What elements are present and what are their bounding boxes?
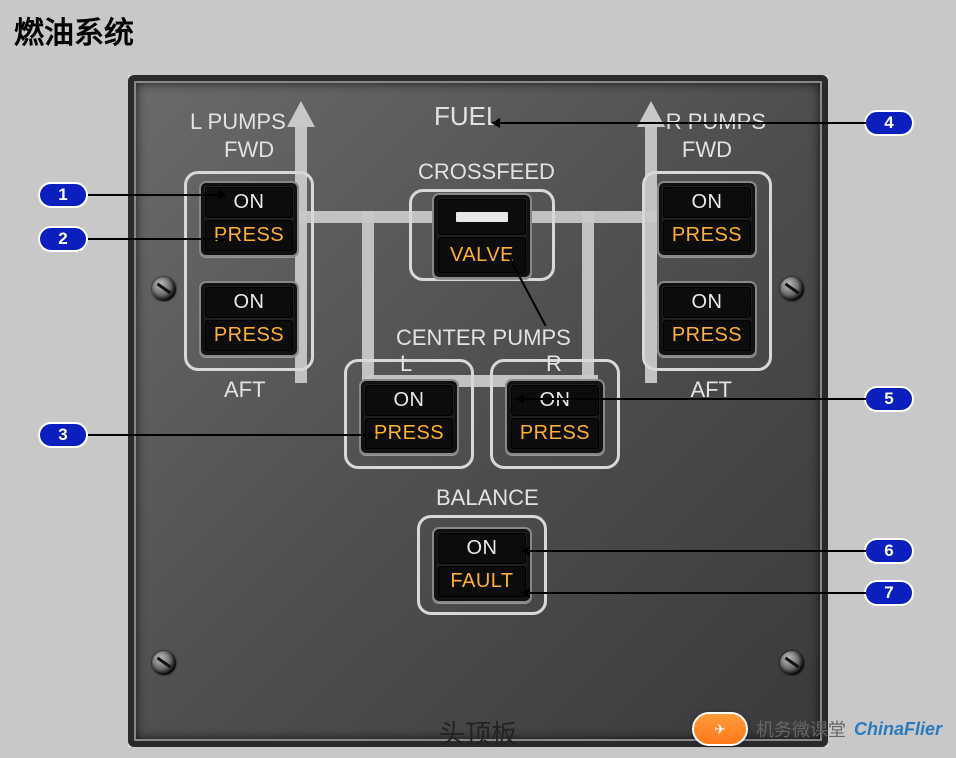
page-title: 燃油系统 <box>14 8 134 52</box>
bar-icon <box>456 212 508 222</box>
watermark-text-1: 机务微课堂 <box>756 716 846 742</box>
leader-line <box>524 398 866 400</box>
leader-line <box>88 194 218 196</box>
r-pump-fwd-button[interactable]: ON PRESS <box>657 181 757 257</box>
label-fwd-l: FWD <box>224 137 274 163</box>
logo-icon: ✈ <box>692 712 748 746</box>
callout-7: 7 <box>864 580 914 606</box>
btn-fault-label: FAULT <box>438 566 526 597</box>
btn-on-label: ON <box>205 287 293 318</box>
leader-line <box>530 550 866 552</box>
label-center-l: L <box>400 351 412 377</box>
btn-press-label: PRESS <box>663 320 751 351</box>
center-pump-l-button[interactable]: ON PRESS <box>359 379 459 455</box>
crossfeed-button[interactable]: VALVE <box>432 193 532 279</box>
screw <box>780 277 804 301</box>
label-center-r: R <box>546 351 562 377</box>
screw <box>152 277 176 301</box>
callout-5: 5 <box>864 386 914 412</box>
panel-container: FUEL L PUMPS FWD R PUMPS FWD AFT AFT CRO… <box>128 75 828 747</box>
watermark-text-2: ChinaFlier <box>854 719 942 740</box>
label-center-pumps: CENTER PUMPS <box>396 325 571 351</box>
leader-line <box>500 122 866 124</box>
label-fwd-r: FWD <box>682 137 732 163</box>
l-pump-aft-button[interactable]: ON PRESS <box>199 281 299 357</box>
screw <box>152 651 176 675</box>
callout-4: 4 <box>864 110 914 136</box>
leader-line <box>530 592 866 594</box>
callout-6: 6 <box>864 538 914 564</box>
label-l-pumps: L PUMPS <box>190 109 286 135</box>
btn-on-label: ON <box>511 385 599 416</box>
r-pump-aft-button[interactable]: ON PRESS <box>657 281 757 357</box>
btn-press-label: PRESS <box>205 320 293 351</box>
btn-on-label: ON <box>438 533 526 564</box>
screw <box>780 651 804 675</box>
label-aft-l: AFT <box>224 377 266 403</box>
callout-3: 3 <box>38 422 88 448</box>
crossfeed-bar <box>438 199 526 235</box>
btn-press-label: PRESS <box>365 418 453 449</box>
callout-1: 1 <box>38 182 88 208</box>
btn-on-label: ON <box>663 287 751 318</box>
watermark: ✈ 机务微课堂 ChinaFlier <box>692 712 942 746</box>
btn-press-label: PRESS <box>511 418 599 449</box>
l-pump-fwd-button[interactable]: ON PRESS <box>199 181 299 257</box>
btn-on-label: ON <box>365 385 453 416</box>
label-balance: BALANCE <box>436 485 539 511</box>
balance-button[interactable]: ON FAULT <box>432 527 532 603</box>
btn-press-label: PRESS <box>663 220 751 251</box>
center-pump-r-button[interactable]: ON PRESS <box>505 379 605 455</box>
arrow-up-icon <box>287 101 315 127</box>
callout-2: 2 <box>38 226 88 252</box>
leader-line <box>88 238 218 240</box>
overhead-panel: FUEL L PUMPS FWD R PUMPS FWD AFT AFT CRO… <box>128 75 828 747</box>
leader-line <box>88 434 368 436</box>
btn-on-label: ON <box>663 187 751 218</box>
label-crossfeed: CROSSFEED <box>418 159 555 185</box>
